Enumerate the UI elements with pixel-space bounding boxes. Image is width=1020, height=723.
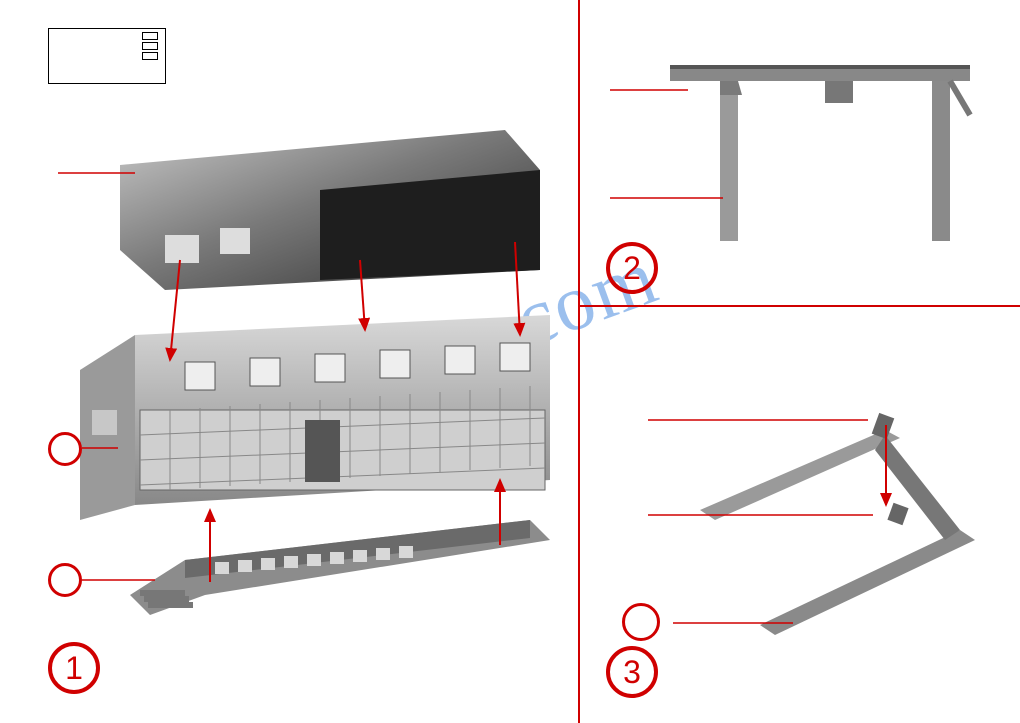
roof-photo	[110, 130, 540, 290]
legend-swatch	[142, 32, 158, 40]
legend-box	[48, 28, 166, 84]
legend-row	[52, 51, 162, 61]
horizontal-divider	[578, 305, 1020, 307]
step-2-circle: 2	[606, 242, 658, 294]
gantry-photo	[670, 55, 980, 245]
marker-b	[48, 563, 82, 597]
vertical-divider	[578, 0, 580, 723]
legend-row	[52, 31, 162, 41]
platform-photo	[130, 520, 550, 620]
p3-bottom-marker	[622, 603, 660, 641]
step-3-number: 3	[623, 654, 641, 691]
step-1-circle: 1	[48, 642, 100, 694]
marker-a	[48, 432, 82, 466]
building-photo	[80, 310, 560, 530]
legend-row	[52, 41, 162, 51]
step-1-number: 1	[65, 650, 83, 687]
step-3-circle: 3	[606, 646, 658, 698]
legend-swatch	[142, 52, 158, 60]
legend-swatch	[142, 42, 158, 50]
track-photo	[660, 380, 990, 660]
step-2-number: 2	[623, 250, 641, 287]
